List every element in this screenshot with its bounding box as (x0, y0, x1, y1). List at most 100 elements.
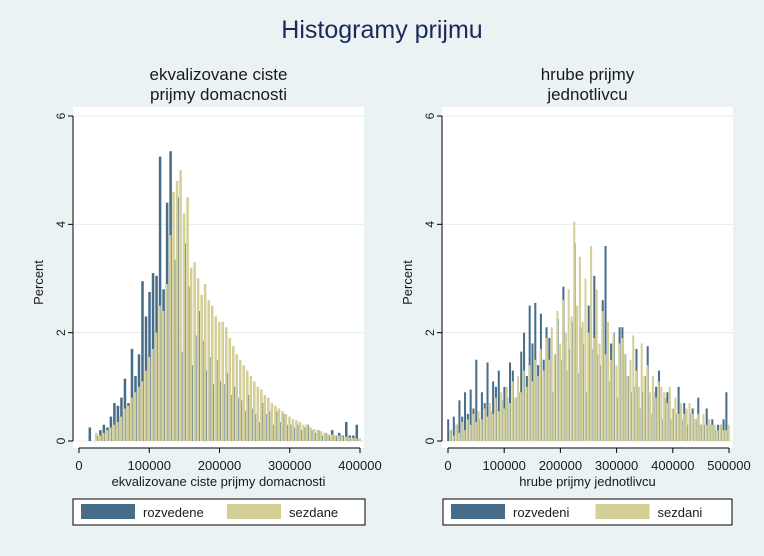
bar (680, 403, 683, 441)
bar (702, 413, 705, 441)
bar (691, 413, 694, 441)
bar (217, 321, 221, 441)
bar (621, 338, 624, 441)
chart-panel-1: 0 2 4 6 Percent 0 100000 200000 300000 400000 ekva… (31, 65, 382, 526)
bar (130, 348, 134, 441)
bar (500, 392, 503, 441)
bar (333, 435, 337, 441)
bar (595, 289, 598, 441)
bar (623, 354, 626, 441)
subplot-title-line: hrube prijmy (541, 65, 635, 84)
bar (354, 438, 358, 441)
bar (200, 294, 203, 441)
bar (486, 416, 489, 442)
bar (309, 427, 312, 441)
bar (503, 408, 506, 441)
bar (646, 365, 649, 441)
bar (281, 411, 284, 441)
x-tick-label: 300000 (268, 458, 311, 473)
bar (116, 422, 119, 441)
bar (224, 327, 228, 441)
bar (713, 424, 716, 441)
bar (626, 376, 629, 441)
bar (214, 316, 217, 441)
bar (567, 289, 570, 441)
x-axis-label: hrube prijmy jednotlivcu (519, 474, 656, 489)
bar (564, 332, 567, 441)
bar (640, 343, 643, 441)
bar (302, 424, 305, 441)
bar (221, 321, 224, 441)
bar (519, 392, 522, 441)
bar (355, 424, 359, 441)
legend-label: rozvedeni (513, 505, 569, 520)
legend-swatch (451, 504, 505, 519)
bar (337, 435, 340, 441)
bar (151, 348, 154, 441)
bar (246, 370, 249, 441)
bar (598, 343, 601, 441)
series-sezdane (95, 170, 361, 442)
bar (147, 357, 151, 441)
bar (539, 348, 542, 441)
bar (604, 246, 607, 441)
bar (505, 386, 508, 441)
legend: rozvedene sezdane (72, 498, 366, 526)
x-tick-label: 100000 (128, 458, 171, 473)
y-axis-label: Percent (400, 260, 415, 305)
bar (458, 432, 461, 442)
subplot-title: hrube prijmy jednotlivcu (541, 65, 635, 104)
bar (483, 408, 486, 441)
bar (344, 436, 347, 441)
bar (536, 376, 539, 441)
bar (629, 359, 632, 441)
bar (189, 267, 193, 441)
bar (612, 332, 615, 441)
bar (207, 300, 210, 441)
bar (719, 424, 722, 441)
y-axis-label: Percent (31, 260, 46, 305)
bar (609, 359, 612, 441)
bar (358, 438, 361, 441)
x-tick-label: 200000 (539, 458, 582, 473)
bar (263, 394, 267, 441)
bar (497, 370, 500, 441)
bar (533, 359, 536, 441)
bar (531, 381, 534, 441)
y-tick-label: 0 (54, 437, 68, 444)
bar (452, 435, 455, 441)
bar (323, 432, 326, 442)
bar (133, 392, 137, 441)
bar (154, 332, 158, 441)
bar (494, 397, 497, 441)
bar (587, 332, 590, 441)
x-tick-label: 500000 (707, 458, 750, 473)
bar (463, 430, 466, 441)
bar (716, 430, 719, 441)
bar (210, 305, 214, 441)
bar (235, 354, 239, 441)
bar (274, 405, 277, 441)
bar (657, 381, 660, 441)
bar (316, 430, 319, 441)
bar (158, 156, 162, 442)
x-tick-label: 0 (444, 458, 451, 473)
bar (677, 386, 680, 441)
y-tick-label: 2 (54, 329, 68, 336)
bar (553, 354, 556, 441)
bar (542, 370, 545, 441)
bar (455, 424, 458, 441)
bar (710, 424, 713, 441)
bar (604, 354, 607, 441)
bar (182, 213, 186, 441)
bar (477, 411, 480, 441)
bar (119, 416, 123, 442)
bar (725, 392, 728, 441)
bar (447, 419, 450, 441)
bar (449, 430, 452, 441)
bar (340, 436, 344, 442)
bar (651, 376, 654, 441)
bar (632, 335, 635, 442)
series-sezdani (449, 221, 730, 442)
